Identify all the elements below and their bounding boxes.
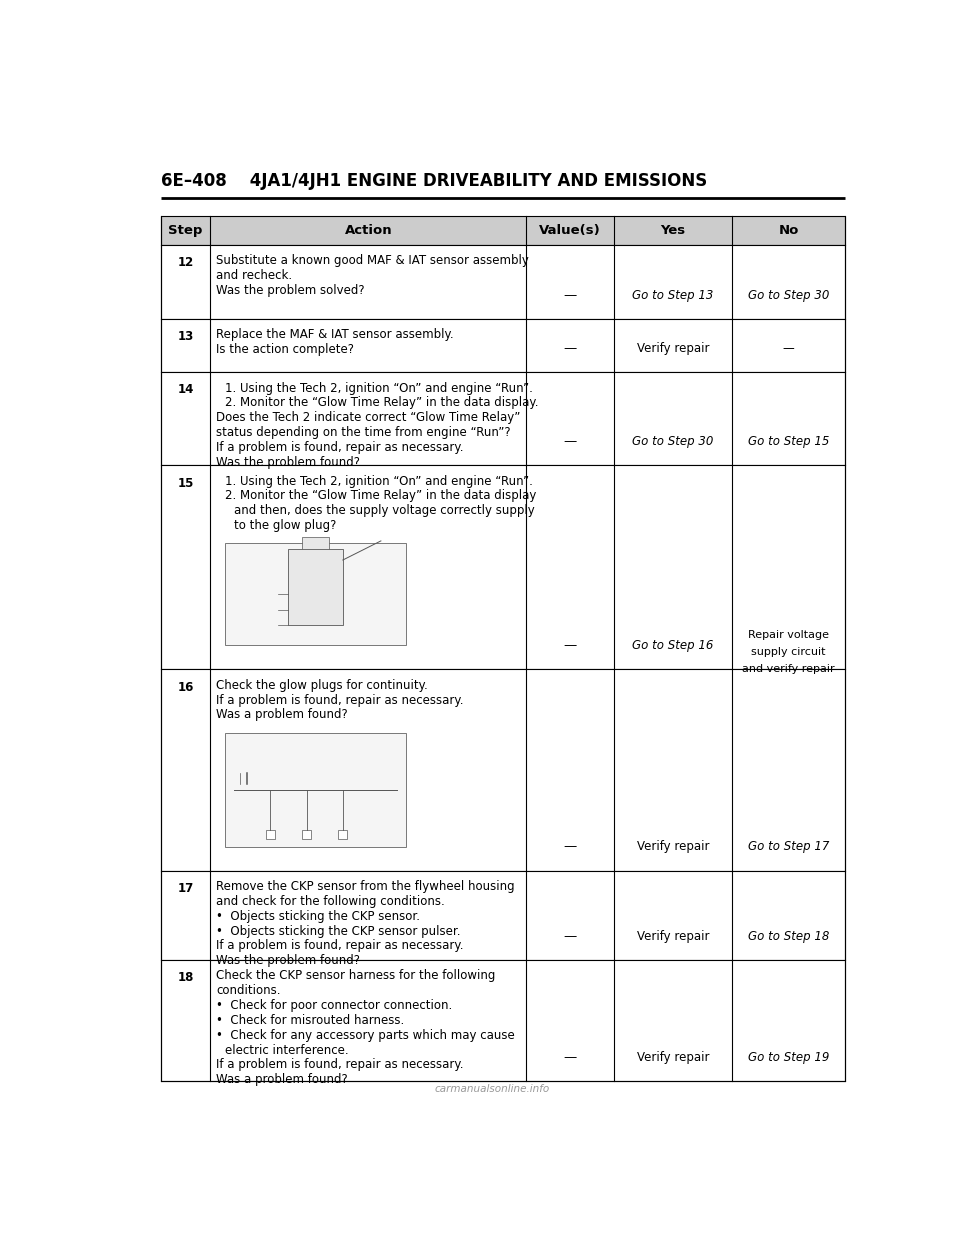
Text: Was the problem solved?: Was the problem solved?	[216, 284, 365, 297]
Text: 14: 14	[178, 384, 194, 396]
Text: Verify repair: Verify repair	[636, 1051, 709, 1064]
Text: 2. Monitor the “Glow Time Relay” in the data display: 2. Monitor the “Glow Time Relay” in the …	[225, 489, 537, 503]
Text: —: —	[564, 841, 577, 853]
Text: If a problem is found, repair as necessary.: If a problem is found, repair as necessa…	[216, 939, 464, 953]
Text: 1. Using the Tech 2, ignition “On” and engine “Run”.: 1. Using the Tech 2, ignition “On” and e…	[225, 381, 533, 395]
Bar	[161, 669, 846, 871]
Text: If a problem is found, repair as necessary.: If a problem is found, repair as necessa…	[216, 1058, 464, 1072]
Text: 6E–408    4JA1/4JH1 ENGINE DRIVEABILITY AND EMISSIONS: 6E–408 4JA1/4JH1 ENGINE DRIVEABILITY AND…	[161, 173, 708, 190]
Text: electric interference.: electric interference.	[225, 1043, 348, 1057]
Bar	[289, 549, 343, 625]
Text: Was a problem found?: Was a problem found?	[216, 708, 348, 722]
Text: and verify repair: and verify repair	[742, 664, 835, 674]
Text: 12: 12	[178, 256, 194, 270]
Bar	[161, 960, 846, 1082]
Bar	[225, 733, 406, 847]
Text: Remove the CKP sensor from the flywheel housing: Remove the CKP sensor from the flywheel …	[216, 881, 515, 893]
Text: If a problem is found, repair as necessary.: If a problem is found, repair as necessa…	[216, 693, 464, 707]
Text: If a problem is found, repair as necessary.: If a problem is found, repair as necessa…	[216, 441, 464, 453]
Text: 16: 16	[178, 681, 194, 694]
Text: 18: 18	[178, 971, 194, 985]
Text: Was the problem found?: Was the problem found?	[216, 456, 360, 468]
Text: Substitute a known good MAF & IAT sensor assembly: Substitute a known good MAF & IAT sensor…	[216, 255, 529, 267]
Text: Go to Step 16: Go to Step 16	[633, 640, 713, 652]
Text: Step: Step	[168, 224, 203, 237]
Text: Go to Step 17: Go to Step 17	[748, 841, 829, 853]
Bar	[161, 371, 846, 465]
Bar	[266, 830, 275, 838]
Text: Replace the MAF & IAT sensor assembly.: Replace the MAF & IAT sensor assembly.	[216, 328, 454, 342]
Text: Go to Step 15: Go to Step 15	[748, 435, 829, 448]
Text: —: —	[564, 288, 577, 302]
Bar	[302, 830, 311, 838]
Bar	[161, 319, 846, 371]
Text: Go to Step 13: Go to Step 13	[633, 288, 713, 302]
Text: •  Check for poor connector connection.: • Check for poor connector connection.	[216, 999, 452, 1012]
Text: —: —	[564, 342, 577, 355]
Bar	[161, 871, 846, 960]
Text: •  Objects sticking the CKP sensor.: • Objects sticking the CKP sensor.	[216, 910, 420, 923]
Text: Does the Tech 2 indicate correct “Glow Time Relay”: Does the Tech 2 indicate correct “Glow T…	[216, 411, 520, 425]
Bar	[302, 537, 329, 549]
Text: Was the problem found?: Was the problem found?	[216, 954, 360, 968]
Text: 1. Using the Tech 2, ignition “On” and engine “Run”.: 1. Using the Tech 2, ignition “On” and e…	[225, 474, 533, 488]
Text: supply circuit: supply circuit	[752, 647, 826, 657]
Bar	[338, 830, 348, 838]
Text: Go to Step 19: Go to Step 19	[748, 1051, 829, 1064]
Text: and recheck.: and recheck.	[216, 270, 292, 282]
Text: Go to Step 30: Go to Step 30	[633, 435, 713, 448]
Text: •  Check for misrouted harness.: • Check for misrouted harness.	[216, 1013, 404, 1027]
Text: Action: Action	[345, 224, 392, 237]
Text: Is the action complete?: Is the action complete?	[216, 343, 354, 356]
Text: status depending on the time from engine “Run”?: status depending on the time from engine…	[216, 426, 511, 438]
Text: Verify repair: Verify repair	[636, 930, 709, 943]
Text: Value(s): Value(s)	[540, 224, 601, 237]
Text: —: —	[564, 435, 577, 448]
Text: 17: 17	[178, 882, 194, 895]
Text: •  Objects sticking the CKP sensor pulser.: • Objects sticking the CKP sensor pulser…	[216, 924, 461, 938]
Text: carmanualsonline.info: carmanualsonline.info	[434, 1084, 550, 1094]
Bar	[161, 465, 846, 669]
Text: Go to Step 13: Go to Step 13	[633, 288, 713, 302]
Text: Go to Step 30: Go to Step 30	[633, 435, 713, 448]
Text: Go to Step 18: Go to Step 18	[748, 930, 829, 943]
Text: Repair voltage: Repair voltage	[748, 630, 829, 640]
Text: conditions.: conditions.	[216, 984, 280, 997]
Text: Go to Step 19: Go to Step 19	[748, 1051, 829, 1064]
Text: Check the glow plugs for continuity.: Check the glow plugs for continuity.	[216, 679, 428, 692]
Text: Was a problem found?: Was a problem found?	[216, 1073, 348, 1087]
Text: —: —	[564, 930, 577, 943]
Text: to the glow plug?: to the glow plug?	[234, 519, 336, 532]
Text: Go to Step 18: Go to Step 18	[748, 930, 829, 943]
Text: No: No	[779, 224, 799, 237]
Bar	[225, 544, 406, 646]
Text: 15: 15	[178, 477, 194, 489]
Bar	[161, 216, 846, 245]
Bar	[161, 245, 846, 319]
Text: Go to Step 15: Go to Step 15	[748, 435, 829, 448]
Text: 13: 13	[178, 330, 194, 343]
Text: and then, does the supply voltage correctly supply: and then, does the supply voltage correc…	[234, 504, 535, 517]
Text: Yes: Yes	[660, 224, 685, 237]
Text: Go to Step 17: Go to Step 17	[748, 841, 829, 853]
Text: Go to Step 30: Go to Step 30	[748, 288, 829, 302]
Text: —: —	[782, 342, 795, 355]
Text: —: —	[564, 640, 577, 652]
Text: Go to Step 30: Go to Step 30	[748, 288, 829, 302]
Text: Verify repair: Verify repair	[636, 841, 709, 853]
Text: and check for the following conditions.: and check for the following conditions.	[216, 895, 444, 908]
Text: —: —	[564, 1051, 577, 1064]
Text: 2. Monitor the “Glow Time Relay” in the data display.: 2. Monitor the “Glow Time Relay” in the …	[225, 396, 539, 410]
Text: Verify repair: Verify repair	[636, 342, 709, 355]
Text: •  Check for any accessory parts which may cause: • Check for any accessory parts which ma…	[216, 1028, 515, 1042]
Text: Check the CKP sensor harness for the following: Check the CKP sensor harness for the fol…	[216, 970, 495, 982]
Text: Go to Step 16: Go to Step 16	[633, 640, 713, 652]
